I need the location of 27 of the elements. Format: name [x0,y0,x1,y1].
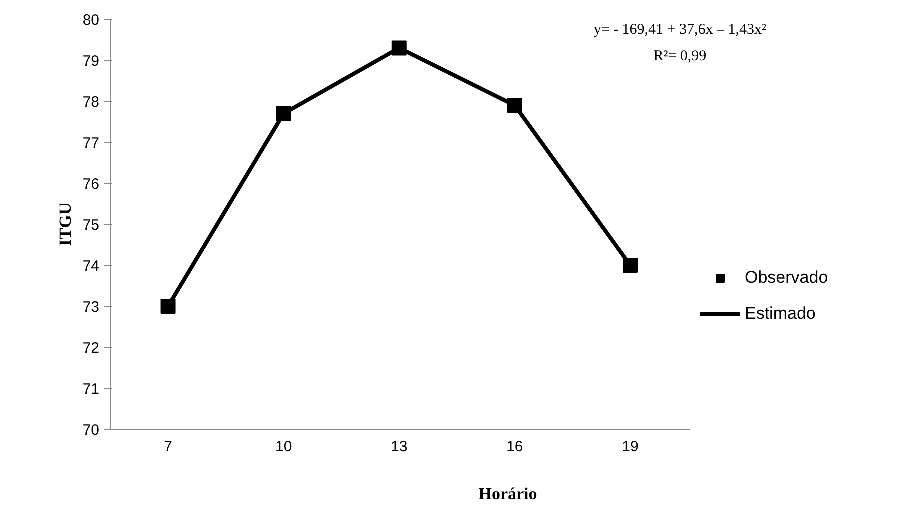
legend-label: Estimado [745,304,816,324]
y-tick-label: 77 [82,135,100,152]
point [160,299,176,314]
y-tick-label: 70 [82,422,100,439]
point [507,98,522,114]
annotation: R²= 0,99 [654,48,707,64]
point [392,40,407,56]
y-tick-label: 79 [82,53,100,70]
point [276,106,292,122]
y-tick-label: 78 [82,94,100,111]
x-tick-label: 16 [506,438,524,456]
x-axis-title: Horário [478,484,538,504]
y-tick-label: 73 [82,299,100,316]
y-tick-label: 80 [82,12,100,29]
x-tick-label: 7 [164,438,172,456]
legend-label: Observado [745,268,828,288]
y-tick-label: 72 [82,340,100,357]
x-tick-label: 13 [391,438,408,456]
y-tick-label: 76 [82,176,100,193]
y-tick-label: 75 [82,217,100,234]
y-tick-label: 71 [82,381,100,398]
annotation: y= - 169,41 + 37,6x – 1,43x² [594,22,768,38]
x-tick-label: 10 [275,438,292,456]
point [622,258,638,273]
y-tick-label: 74 [82,258,100,275]
y-axis-title: ITGU [56,202,75,246]
x-tick-label: 19 [622,438,639,456]
